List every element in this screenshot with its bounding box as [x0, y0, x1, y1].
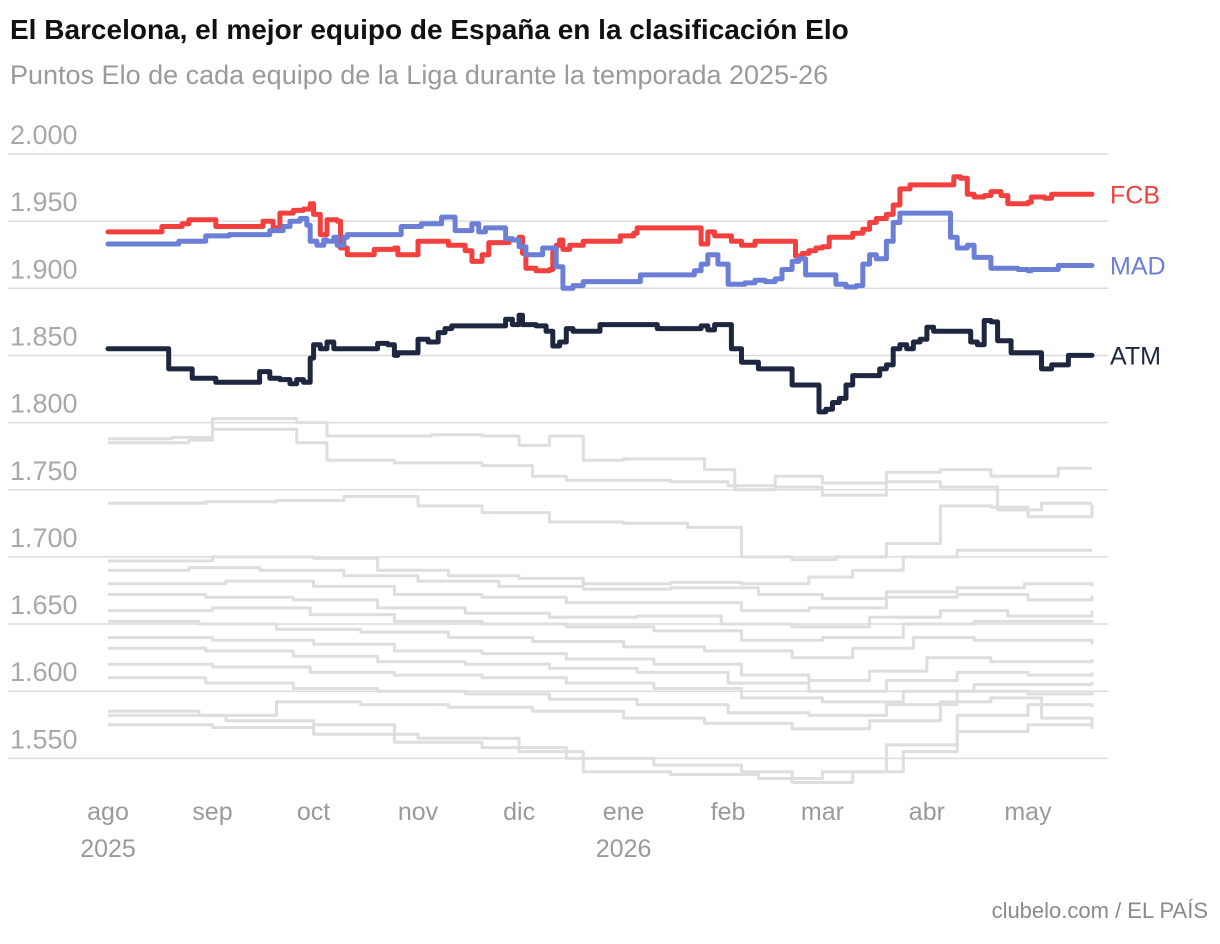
series-line-other: [108, 495, 1094, 562]
source-credit: clubelo.com / EL PAÍS: [991, 898, 1208, 923]
other-teams-lines: [108, 417, 1094, 784]
series-label-atm: ATM: [1110, 342, 1161, 370]
series-line-other: [108, 662, 1094, 704]
x-tick-label: mar: [801, 798, 844, 826]
series-line-other: [108, 548, 1092, 586]
y-tick-label: 2.000: [10, 120, 78, 150]
series-line-other: [108, 606, 1094, 642]
x-tick-label: may: [1004, 798, 1052, 826]
y-axis-ticks: 2.000 1.950 1.900 1.850 1.800 1.750 1.700 1.650…: [10, 120, 78, 754]
x-tick-year: 2026: [596, 835, 652, 863]
chart-subtitle: Puntos Elo de cada equipo de la Liga dur…: [10, 60, 829, 90]
series-line-mad: [105, 210, 1095, 291]
series-line-other: [108, 676, 1094, 717]
series-line-other: [108, 566, 1094, 600]
series-label-fcb: FCB: [1110, 181, 1160, 209]
y-tick-label: 1.650: [10, 590, 78, 620]
x-axis-ticks: ago 2025 sep oct nov dic ene 2026 feb mar abr may: [80, 798, 1052, 863]
x-tick-label: sep: [192, 798, 232, 826]
series-line-other: [108, 593, 1094, 629]
x-tick-label: abr: [909, 798, 945, 826]
x-tick-label: nov: [398, 798, 439, 826]
y-tick-label: 1.600: [10, 657, 78, 687]
series-line-other: [108, 427, 1092, 488]
highlighted-teams-lines: [105, 174, 1095, 415]
series-line-other: [108, 417, 1092, 512]
y-tick-label: 1.800: [10, 389, 78, 419]
y-tick-label: 1.700: [10, 523, 78, 553]
y-tick-label: 1.900: [10, 254, 78, 284]
y-tick-label: 1.850: [10, 321, 78, 351]
series-line-other: [108, 703, 1094, 780]
x-tick-label: ago: [87, 798, 129, 826]
series-line-other: [108, 619, 1094, 660]
series-line-other: [108, 636, 1094, 682]
series-line-other: [108, 579, 1094, 613]
series-line-fcb: [105, 174, 1095, 274]
y-tick-label: 1.750: [10, 456, 78, 486]
series-labels: FCB MAD ATM: [1110, 181, 1166, 370]
y-tick-label: 1.950: [10, 187, 78, 217]
y-tick-label: 1.550: [10, 724, 78, 754]
x-tick-year: 2025: [80, 835, 136, 863]
x-tick-label: dic: [503, 798, 535, 826]
series-line-atm: [105, 312, 1095, 415]
x-tick-label: oct: [297, 798, 330, 826]
x-tick-label: feb: [711, 798, 746, 826]
series-line-other: [108, 646, 1094, 693]
series-label-mad: MAD: [1110, 252, 1166, 280]
x-tick-label: ene: [603, 798, 645, 826]
series-line-other: [108, 696, 1094, 731]
chart-title: El Barcelona, el mejor equipo de España …: [10, 14, 849, 45]
